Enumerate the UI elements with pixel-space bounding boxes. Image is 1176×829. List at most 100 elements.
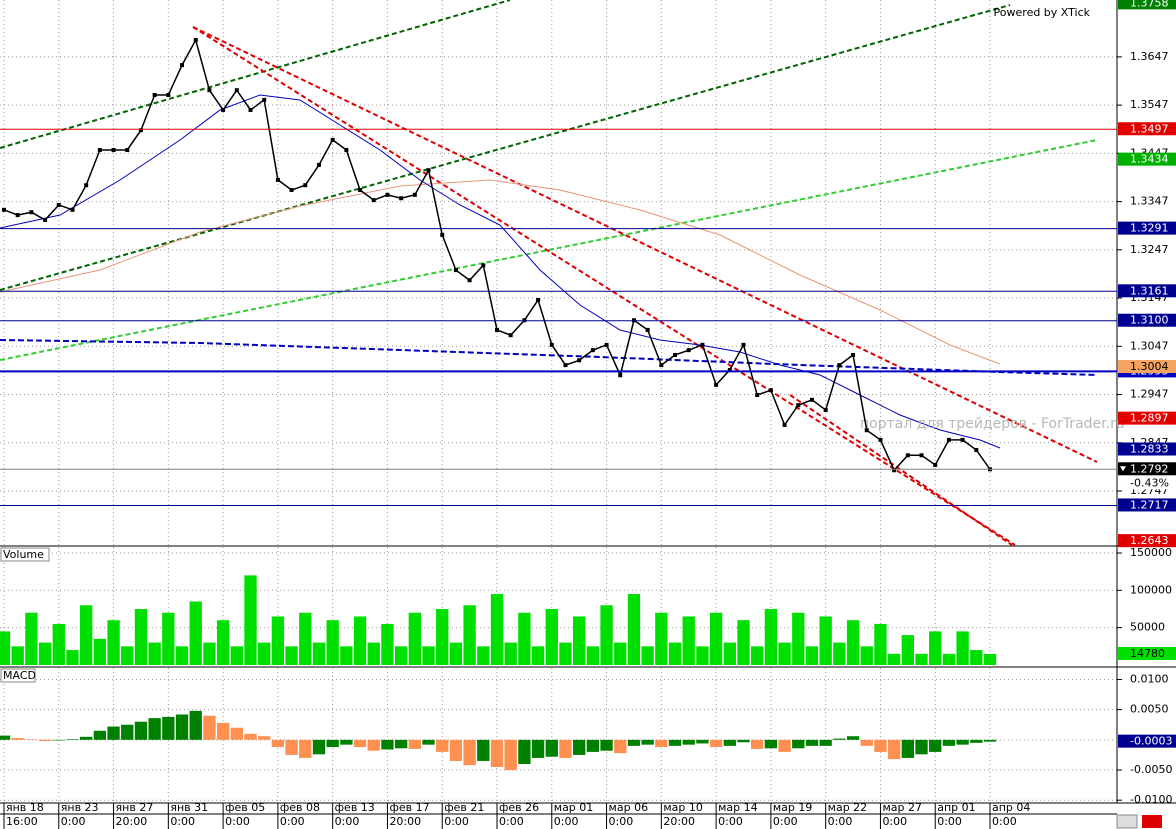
bar xyxy=(709,612,723,665)
trend-line xyxy=(192,26,1098,463)
bar xyxy=(518,739,531,764)
x-tick-label: фев 05 xyxy=(225,801,265,814)
x-tick-label: мар 14 xyxy=(718,801,758,814)
bar xyxy=(764,739,778,749)
y-tick-label: 1.3547 xyxy=(1130,98,1169,111)
x-tick-label: фев 26 xyxy=(499,801,539,814)
bar xyxy=(874,623,887,665)
bar xyxy=(833,738,846,740)
bar xyxy=(285,739,298,755)
bar xyxy=(531,646,545,665)
price-bar xyxy=(604,342,609,347)
price-bar xyxy=(590,348,595,353)
bar xyxy=(573,616,586,665)
bar xyxy=(942,653,956,665)
bar xyxy=(668,739,682,746)
bar xyxy=(463,605,476,665)
price-bar xyxy=(878,437,883,442)
price-bar xyxy=(303,183,308,188)
bar xyxy=(490,594,504,665)
price-bar xyxy=(2,207,6,212)
price-bar xyxy=(289,188,294,193)
bar xyxy=(312,642,326,665)
y-tick-label: 1.3647 xyxy=(1130,50,1169,63)
bar xyxy=(93,730,107,740)
change-bg xyxy=(1118,477,1176,490)
y-tick-label: 100000 xyxy=(1130,583,1172,596)
bar xyxy=(25,612,38,665)
bar xyxy=(394,739,408,749)
bar xyxy=(134,721,148,740)
bar xyxy=(573,739,586,755)
price-bar xyxy=(166,93,171,98)
bar xyxy=(299,612,312,665)
bar xyxy=(723,739,736,746)
x-tick-label: 0:00 xyxy=(444,815,469,828)
y-tick-label: -0.0050 xyxy=(1130,763,1172,776)
moving-average xyxy=(0,179,1001,365)
x-tick-label: мар 06 xyxy=(609,801,649,814)
bar xyxy=(326,739,339,748)
bar xyxy=(258,736,271,740)
bar xyxy=(107,620,120,665)
price-bar xyxy=(70,207,75,212)
price-bar xyxy=(905,453,910,458)
bar xyxy=(655,612,668,665)
bar xyxy=(148,718,161,740)
bar xyxy=(778,739,791,752)
price-tag-label: 1.3161 xyxy=(1130,284,1169,297)
price-bar xyxy=(714,382,719,387)
price-bar xyxy=(453,268,458,273)
x-tick-label: фев 17 xyxy=(389,801,429,814)
price-bar xyxy=(316,162,321,167)
bar xyxy=(271,739,285,748)
price-bar xyxy=(43,217,48,222)
price-bar xyxy=(371,198,376,203)
bar xyxy=(490,739,504,767)
price-bar xyxy=(125,147,130,152)
value-tag-label: -0.0003 xyxy=(1130,735,1172,748)
bar xyxy=(627,739,641,746)
bar xyxy=(162,716,175,740)
x-tick-label: 0:00 xyxy=(992,815,1017,828)
panel-label: MACD xyxy=(3,669,36,682)
x-tick-label: 0:00 xyxy=(554,815,579,828)
bar xyxy=(367,739,380,751)
bar xyxy=(751,646,764,665)
price-bar xyxy=(193,38,198,43)
x-tick-label: 20:00 xyxy=(389,815,421,828)
bar xyxy=(189,601,202,665)
price-bar xyxy=(412,192,417,197)
x-tick-label: 20:00 xyxy=(663,815,695,828)
price-bar xyxy=(495,327,499,332)
price-tag-label: 1.3100 xyxy=(1130,314,1169,327)
y-tick-label: 1.2947 xyxy=(1130,388,1169,401)
trend-line xyxy=(789,394,1013,546)
exit-button[interactable] xyxy=(1142,815,1162,828)
price-bar xyxy=(97,147,102,152)
bar xyxy=(860,646,873,665)
x-tick-label: 20:00 xyxy=(116,815,148,828)
bar xyxy=(175,646,189,665)
value-tag-label: 14780 xyxy=(1130,647,1165,660)
bar xyxy=(449,739,463,761)
price-tag xyxy=(1118,122,1176,136)
bar xyxy=(614,642,627,665)
price-bar xyxy=(248,107,253,112)
current-marker xyxy=(1120,466,1126,472)
price-bar xyxy=(618,373,623,378)
price-bar xyxy=(84,183,89,188)
x-tick-label: мар 22 xyxy=(828,801,868,814)
x-tick-label: 0:00 xyxy=(773,815,798,828)
price-tag xyxy=(1118,442,1176,456)
price-bar xyxy=(577,358,582,363)
bar xyxy=(312,739,326,755)
bar xyxy=(0,735,11,740)
bar xyxy=(682,739,695,745)
x-tick-label: 0:00 xyxy=(937,815,962,828)
price-bar xyxy=(29,210,34,215)
bar xyxy=(751,739,764,749)
scroll-button[interactable] xyxy=(1116,814,1138,829)
